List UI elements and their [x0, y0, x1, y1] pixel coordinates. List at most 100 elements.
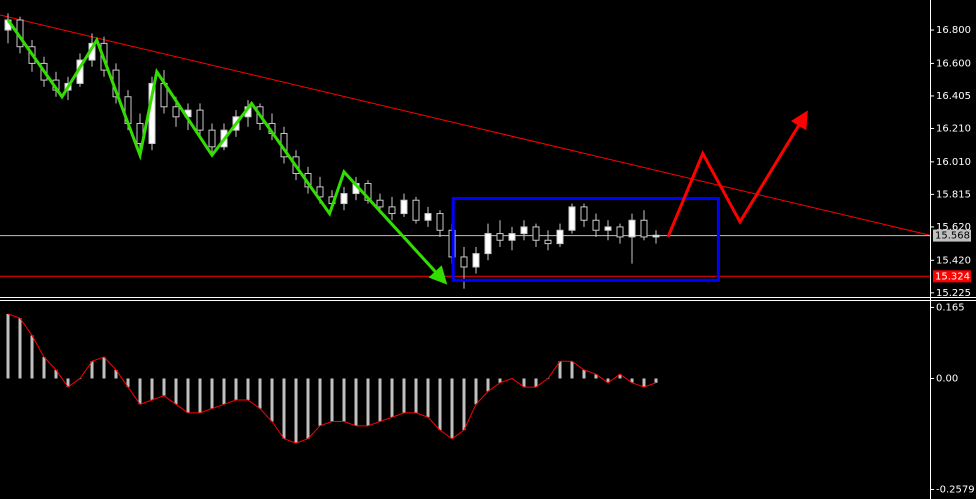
y-tick-label: 16.600 — [936, 58, 971, 69]
candle-body — [556, 229, 564, 245]
histogram-bar — [630, 378, 634, 383]
histogram-bar — [42, 356, 46, 379]
histogram-bar — [282, 378, 286, 439]
y-tick-label: 0.165 — [936, 302, 965, 313]
histogram-bar — [654, 378, 658, 383]
histogram-bar — [234, 378, 238, 400]
price-label: 15.568 — [935, 231, 970, 242]
histogram-bar — [438, 378, 442, 431]
histogram-bar — [558, 361, 562, 379]
histogram-bar — [402, 378, 406, 413]
candle-body — [484, 233, 492, 255]
price-label-box — [933, 229, 971, 242]
candle-body — [652, 234, 660, 238]
signal-line — [7, 313, 657, 444]
candle-body — [208, 129, 216, 148]
candle-body — [340, 193, 348, 205]
histogram-bar — [306, 378, 310, 439]
candle-body — [628, 219, 636, 238]
histogram-bar — [426, 378, 430, 418]
price-label-box — [933, 270, 971, 283]
candle-body — [388, 206, 396, 215]
histogram-bar — [534, 378, 538, 388]
histogram-bar — [102, 356, 106, 379]
y-tick-label: 15.815 — [936, 189, 971, 200]
y-tick-label: 15.225 — [936, 288, 971, 299]
histogram-bar — [30, 335, 34, 379]
histogram-bar — [258, 378, 262, 409]
zigzag-line — [6, 19, 448, 285]
y-tick-label: 16.405 — [936, 91, 971, 102]
candle-body — [616, 226, 624, 238]
range-box — [451, 197, 720, 282]
histogram-bar — [366, 378, 370, 426]
histogram-bar — [582, 369, 586, 379]
candle-body — [400, 199, 408, 215]
histogram-bar — [354, 378, 358, 426]
histogram-bar — [390, 378, 394, 418]
candle-body — [496, 233, 504, 241]
histogram-bar — [474, 378, 478, 405]
candle-body — [424, 213, 432, 221]
histogram-bar — [522, 378, 526, 388]
histogram-bar — [486, 378, 490, 392]
histogram-bar — [246, 378, 250, 400]
histogram-bar — [162, 378, 166, 396]
candle-body — [592, 219, 600, 231]
candle-body — [508, 233, 516, 241]
histogram-bar — [174, 378, 178, 405]
histogram-bar — [318, 378, 322, 426]
y-tick-label: 16.800 — [936, 25, 971, 36]
y-tick-label: 16.210 — [936, 123, 971, 134]
histogram-bar — [150, 378, 154, 400]
histogram-bar — [198, 378, 202, 413]
histogram-bar — [450, 378, 454, 439]
candle-body — [376, 199, 384, 208]
candle-body — [580, 206, 588, 221]
y-tick-label: 15.620 — [936, 222, 971, 233]
candle-body — [316, 186, 324, 198]
candle-body — [640, 219, 648, 238]
y-tick-label: -0.2579 — [936, 484, 975, 495]
histogram-bar — [186, 378, 190, 413]
histogram-bar — [642, 378, 646, 388]
histogram-bar — [570, 361, 574, 379]
y-tick-label: 0.00 — [936, 373, 958, 384]
histogram-bar — [498, 378, 502, 383]
histogram-bar — [126, 378, 130, 388]
histogram-bar — [294, 378, 298, 444]
histogram-bar — [66, 378, 70, 388]
histogram-bar — [18, 318, 22, 379]
candle-body — [472, 253, 480, 268]
histogram-bar — [414, 378, 418, 413]
candle-body — [172, 106, 180, 118]
histogram-bar — [462, 378, 466, 431]
candle-body — [412, 199, 420, 221]
y-tick-label: 16.010 — [936, 157, 971, 168]
histogram-bar — [210, 378, 214, 409]
candle-body — [196, 109, 204, 131]
histogram-bar — [270, 378, 274, 422]
histogram-bar — [138, 378, 142, 405]
histogram-bar — [222, 378, 226, 405]
trendline — [0, 14, 931, 236]
forecast-line — [666, 110, 808, 238]
histogram-bar — [342, 378, 346, 422]
histogram-bar — [378, 378, 382, 422]
histogram-bar — [594, 374, 598, 379]
price-label: 15.324 — [935, 271, 970, 282]
histogram-bar — [618, 374, 622, 379]
candle-body — [532, 226, 540, 241]
histogram-bar — [330, 378, 334, 422]
histogram-bar — [114, 369, 118, 379]
histogram-bar — [90, 361, 94, 379]
candle-body — [568, 206, 576, 231]
histogram-bar — [54, 369, 58, 379]
candle-body — [460, 256, 468, 268]
y-tick-label: 15.420 — [936, 255, 971, 266]
histogram-bar — [6, 313, 10, 379]
histogram-bar — [606, 378, 610, 383]
candle-body — [436, 213, 444, 231]
candle-body — [604, 226, 612, 231]
